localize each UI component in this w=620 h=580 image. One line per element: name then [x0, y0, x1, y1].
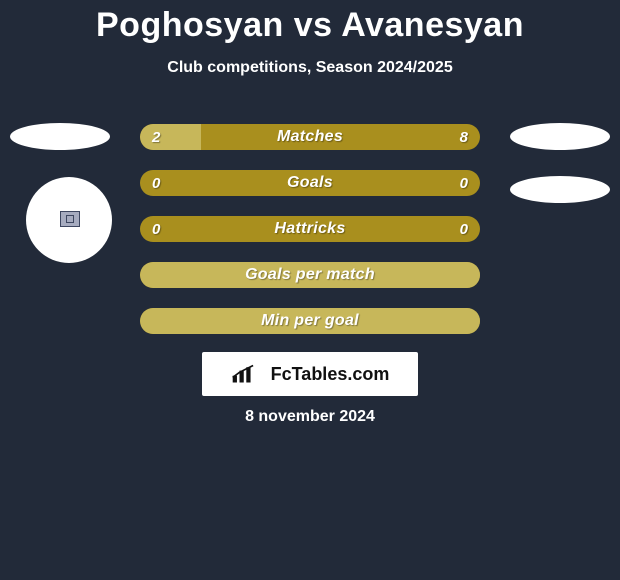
stat-row: Min per goal: [140, 308, 480, 334]
brand-text: FcTables.com: [271, 364, 390, 385]
left-player-badge: [26, 177, 112, 263]
stat-row: 00Hattricks: [140, 216, 480, 242]
stat-row: 00Goals: [140, 170, 480, 196]
right-player-placeholder-2: [510, 176, 610, 203]
stat-row-label: Min per goal: [140, 308, 480, 334]
stat-row-label: Goals per match: [140, 262, 480, 288]
image-placeholder-icon: [60, 211, 80, 227]
generation-date: 8 november 2024: [0, 408, 620, 426]
page-title: Poghosyan vs Avanesyan: [0, 0, 620, 45]
stat-row-label: Hattricks: [140, 216, 480, 242]
stat-row: 28Matches: [140, 124, 480, 150]
comparison-card: Poghosyan vs Avanesyan Club competitions…: [0, 0, 620, 580]
stat-row-label: Matches: [140, 124, 480, 150]
stat-row: Goals per match: [140, 262, 480, 288]
stat-bars: 28Matches 00Goals 00Hattricks Goals per mat…: [140, 124, 480, 354]
left-player-placeholder-1: [10, 123, 110, 150]
brand-box: FcTables.com: [202, 352, 418, 396]
bars-logo-icon: [231, 362, 265, 386]
stat-row-label: Goals: [140, 170, 480, 196]
right-player-placeholder-1: [510, 123, 610, 150]
page-subtitle: Club competitions, Season 2024/2025: [0, 59, 620, 77]
